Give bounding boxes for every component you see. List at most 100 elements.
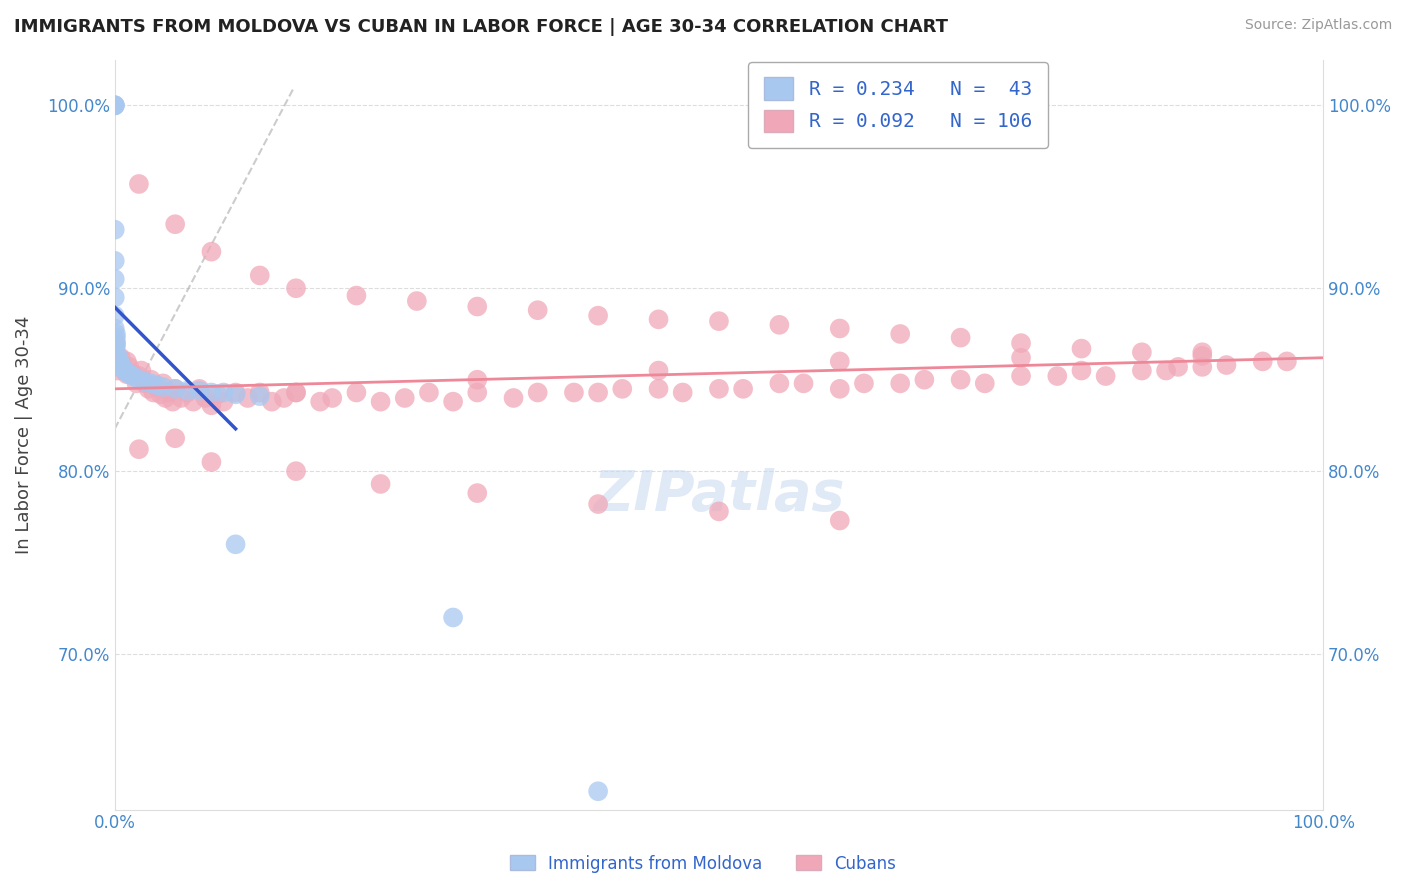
Text: ZIPatlas: ZIPatlas: [593, 467, 845, 522]
Point: [889, 326, 911, 341]
Point: [128, 442, 150, 457]
Point: [1010, 336, 1032, 351]
Point: [104, 272, 127, 286]
Point: [118, 368, 141, 382]
Point: [176, 385, 198, 400]
Point: [155, 391, 177, 405]
Point: [139, 376, 162, 391]
Point: [200, 398, 222, 412]
Point: [973, 376, 995, 391]
Point: [165, 382, 187, 396]
Point: [1191, 349, 1213, 363]
Point: [138, 382, 160, 396]
Point: [107, 351, 129, 365]
Legend: Immigrants from Moldova, Cubans: Immigrants from Moldova, Cubans: [503, 848, 903, 880]
Point: [889, 376, 911, 391]
Point: [465, 300, 488, 314]
Point: [188, 384, 211, 398]
Point: [108, 354, 131, 368]
Point: [1191, 359, 1213, 374]
Point: [146, 378, 169, 392]
Point: [200, 244, 222, 259]
Point: [309, 394, 332, 409]
Point: [128, 177, 150, 191]
Point: [1094, 369, 1116, 384]
Point: [162, 394, 184, 409]
Point: [194, 391, 217, 405]
Point: [170, 391, 193, 405]
Point: [110, 351, 132, 365]
Point: [112, 361, 135, 376]
Point: [273, 391, 295, 405]
Point: [236, 391, 259, 405]
Point: [181, 394, 204, 409]
Point: [707, 314, 730, 328]
Point: [104, 309, 127, 323]
Point: [225, 385, 247, 400]
Point: [465, 385, 488, 400]
Point: [1167, 359, 1189, 374]
Point: [105, 349, 128, 363]
Point: [370, 394, 392, 409]
Point: [104, 345, 127, 359]
Point: [131, 363, 153, 377]
Point: [111, 359, 134, 374]
Point: [465, 486, 488, 500]
Point: [793, 376, 815, 391]
Point: [249, 385, 271, 400]
Point: [912, 373, 935, 387]
Point: [394, 391, 416, 405]
Text: IMMIGRANTS FROM MOLDOVA VS CUBAN IN LABOR FORCE | AGE 30-34 CORRELATION CHART: IMMIGRANTS FROM MOLDOVA VS CUBAN IN LABO…: [14, 18, 948, 36]
Point: [321, 391, 343, 405]
Point: [225, 387, 247, 401]
Point: [212, 394, 235, 409]
Point: [672, 385, 695, 400]
Point: [115, 368, 138, 382]
Point: [104, 333, 127, 347]
Point: [165, 382, 187, 396]
Point: [285, 385, 308, 400]
Point: [112, 359, 135, 374]
Point: [526, 385, 548, 400]
Point: [1130, 345, 1153, 359]
Point: [1191, 345, 1213, 359]
Text: Source: ZipAtlas.com: Source: ZipAtlas.com: [1244, 18, 1392, 32]
Point: [149, 387, 172, 401]
Point: [828, 321, 851, 335]
Point: [212, 385, 235, 400]
Point: [104, 326, 127, 341]
Point: [225, 537, 247, 551]
Point: [122, 368, 145, 382]
Point: [405, 293, 427, 308]
Point: [707, 382, 730, 396]
Point: [104, 98, 127, 112]
Point: [104, 351, 127, 365]
Point: [647, 382, 669, 396]
Point: [285, 281, 308, 295]
Point: [165, 217, 187, 231]
Point: [207, 387, 229, 401]
Point: [612, 382, 634, 396]
Point: [110, 358, 132, 372]
Point: [828, 382, 851, 396]
Point: [115, 354, 138, 368]
Point: [586, 497, 609, 511]
Point: [139, 373, 162, 387]
Point: [104, 343, 127, 358]
Point: [104, 290, 127, 304]
Point: [104, 98, 127, 112]
Point: [828, 514, 851, 528]
Point: [165, 431, 187, 445]
Point: [949, 331, 972, 345]
Point: [1070, 342, 1092, 356]
Point: [285, 385, 308, 400]
Point: [1010, 369, 1032, 384]
Point: [768, 318, 790, 332]
Point: [949, 373, 972, 387]
Point: [128, 373, 150, 387]
Point: [104, 223, 127, 237]
Point: [441, 394, 464, 409]
Point: [1251, 354, 1274, 368]
Point: [1154, 363, 1177, 377]
Point: [146, 380, 169, 394]
